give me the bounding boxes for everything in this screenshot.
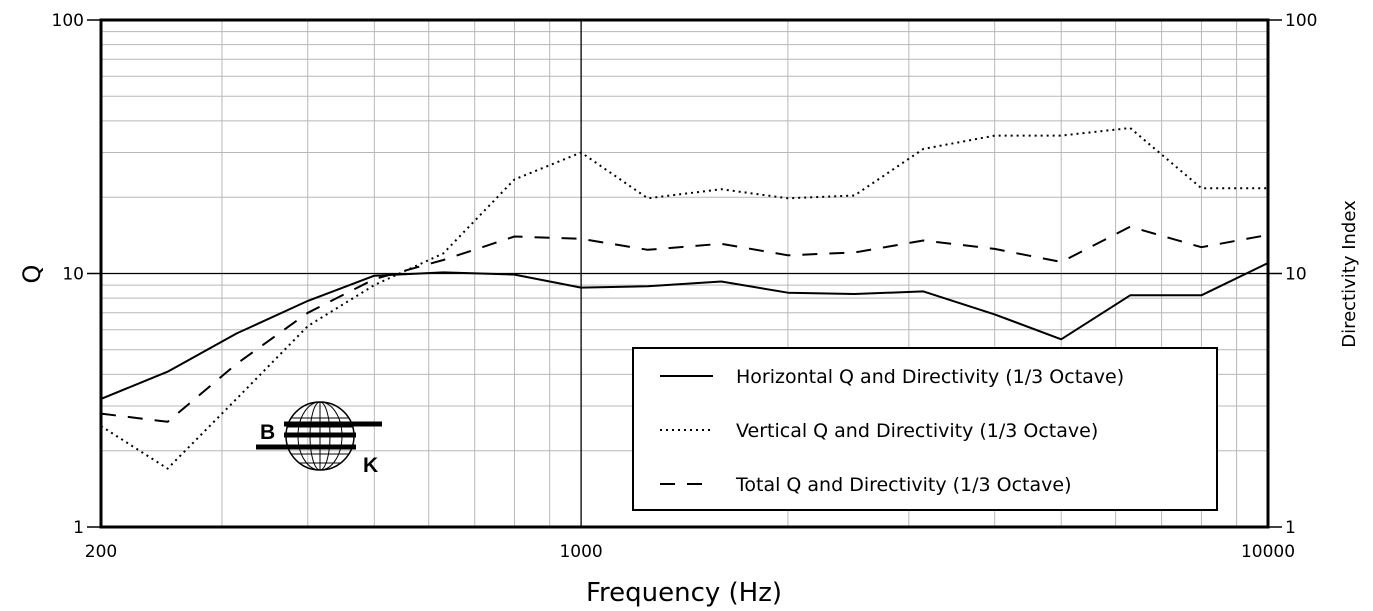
- series-lines: [100, 127, 1269, 470]
- bk-logo: B K: [256, 401, 382, 477]
- legend-label: Horizontal Q and Directivity (1/3 Octave…: [736, 366, 1124, 388]
- y-tick-label: 10: [62, 265, 84, 285]
- y-tick-label: 100: [52, 11, 84, 31]
- x-tick-label: 1000: [559, 542, 602, 562]
- y2-tick-label: 100: [1285, 11, 1317, 31]
- logo-letter-b: B: [260, 421, 275, 444]
- series-line-dashed: [100, 225, 1269, 423]
- y-tick-label: 1: [73, 518, 84, 538]
- x-tick-label: 10000: [1241, 542, 1295, 562]
- logo-letter-k: K: [363, 454, 378, 477]
- y2-axis-title: Directivity Index: [1339, 200, 1360, 348]
- legend-label: Total Q and Directivity (1/3 Octave): [735, 474, 1072, 496]
- legend: Horizontal Q and Directivity (1/3 Octave…: [632, 347, 1218, 511]
- series-line-solid: [100, 262, 1269, 400]
- globe-icon: [256, 401, 382, 471]
- x-axis-title: Frequency (Hz): [586, 578, 782, 608]
- y2-tick-label: 10: [1285, 265, 1307, 285]
- legend-label: Vertical Q and Directivity (1/3 Octave): [736, 420, 1098, 442]
- legend-box: [632, 347, 1218, 511]
- x-tick-label: 200: [85, 542, 117, 562]
- tick-labels: 200 1000 10000 1 1 10 10 100 100: [52, 11, 1318, 562]
- y-axis-title: Q: [18, 265, 46, 284]
- axis-ticks: [87, 19, 1282, 528]
- major-gridlines: [101, 20, 1268, 527]
- y2-tick-label: 1: [1285, 518, 1296, 538]
